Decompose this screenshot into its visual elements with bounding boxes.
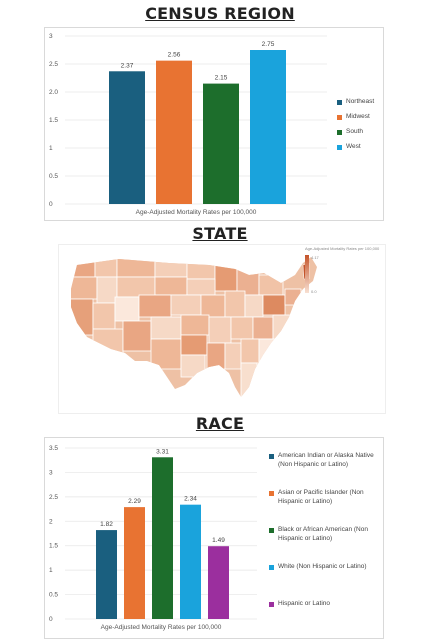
bar-value-label: 2.15 — [215, 75, 228, 82]
legend-label: West — [346, 143, 361, 150]
bar-value-label: 2.29 — [128, 498, 141, 505]
legend-item: Northeast — [337, 98, 381, 107]
bar-value-label: 2.34 — [184, 496, 197, 503]
bar-value-label: 2.75 — [262, 41, 275, 48]
legend-item: American Indian or Alaska Native (Non Hi… — [269, 452, 379, 469]
y-tick-label: 2 — [49, 518, 53, 525]
bar — [156, 60, 192, 204]
legend-item: South — [337, 128, 381, 137]
legend-swatch — [269, 453, 274, 459]
bar — [152, 457, 173, 619]
legend-label: Northeast — [346, 98, 375, 105]
y-tick-label: 3 — [49, 33, 53, 40]
map-legend-title: Age-Adjusted Mortality Rates per 100,000 — [305, 246, 380, 251]
race-bar-chart: 0 0.5 1 1.5 2 2.5 3 3.5 1.82 2.29 3.31 2.34 1.49 Age-… — [49, 445, 257, 631]
bar — [250, 50, 286, 204]
bar-value-label: 1.82 — [100, 521, 113, 528]
legend-item: Midwest — [337, 113, 381, 122]
map-legend-min: 0.0 — [311, 289, 317, 294]
y-tick-label: 0 — [49, 616, 53, 623]
legend-label: Black or African American (Non Hispanic … — [278, 526, 368, 542]
y-tick-label: 1 — [49, 567, 53, 574]
map-legend-max: 4.17 — [311, 255, 320, 260]
bar — [180, 504, 201, 619]
legend-swatch — [337, 129, 342, 135]
legend-label: South — [346, 128, 363, 135]
us-state-choropleth-map: Age-Adjusted Mortality Rates per 100,000… — [71, 246, 380, 397]
y-tick-label: 0.5 — [49, 173, 58, 180]
x-axis-label: Age-Adjusted Mortality Rates per 100,000 — [101, 624, 222, 631]
bar — [109, 71, 145, 204]
bar — [96, 530, 117, 619]
census-region-bar-chart: 0 0.5 1 1.5 2.0 2.5 3 2.37 2.56 2.15 2.75 Age-Adjus… — [49, 33, 327, 216]
y-tick-label: 3 — [49, 469, 53, 476]
y-tick-label: 2.0 — [49, 89, 58, 96]
legend-swatch — [269, 527, 274, 533]
legend-label: Asian or Pacific Islander (Non Hispanic … — [278, 489, 364, 505]
map-legend-gradient — [305, 255, 309, 293]
legend-label: Hispanic or Latino — [278, 600, 331, 607]
legend-swatch — [269, 564, 274, 570]
legend-swatch — [337, 144, 342, 150]
legend-label: Midwest — [346, 113, 370, 120]
state-title: STATE — [192, 224, 248, 243]
y-tick-label: 0.5 — [49, 592, 58, 599]
bar — [124, 507, 145, 619]
legend-swatch — [337, 99, 342, 105]
census-region-chart-panel: 0 0.5 1 1.5 2.0 2.5 3 2.37 2.56 2.15 2.75 Age-Adjus… — [44, 27, 384, 221]
bar — [208, 546, 229, 619]
census-region-title: CENSUS REGION — [145, 4, 295, 23]
bar-value-label: 3.31 — [156, 448, 169, 455]
legend-swatch — [269, 490, 274, 496]
legend-label: American Indian or Alaska Native (Non Hi… — [278, 452, 374, 468]
y-tick-label: 2.5 — [49, 494, 58, 501]
legend-item: Hispanic or Latino — [269, 600, 379, 609]
state-map-panel: Age-Adjusted Mortality Rates per 100,000… — [58, 244, 386, 414]
bar-value-label: 1.49 — [212, 537, 225, 544]
race-chart-panel: 0 0.5 1 1.5 2 2.5 3 3.5 1.82 2.29 3.31 2.34 1.49 Age-… — [44, 437, 384, 639]
legend-item: Black or African American (Non Hispanic … — [269, 526, 379, 543]
y-tick-label: 2.5 — [49, 61, 58, 68]
y-tick-label: 3.5 — [49, 445, 58, 452]
race-title: RACE — [195, 414, 245, 433]
legend-item: West — [337, 143, 381, 152]
bar-value-label: 2.37 — [121, 62, 134, 69]
legend-item: White (Non Hispanic or Latino) — [269, 563, 379, 572]
y-tick-label: 0 — [49, 201, 53, 208]
bar-value-label: 2.56 — [168, 52, 181, 59]
y-tick-label: 1 — [49, 145, 53, 152]
legend-swatch — [269, 601, 274, 607]
y-tick-label: 1.5 — [49, 543, 58, 550]
legend-swatch — [337, 114, 342, 120]
legend-item: Asian or Pacific Islander (Non Hispanic … — [269, 489, 379, 506]
y-tick-label: 1.5 — [49, 117, 58, 124]
bar — [203, 83, 239, 204]
legend-label: White (Non Hispanic or Latino) — [278, 563, 367, 570]
x-axis-label: Age-Adjusted Mortality Rates per 100,000 — [136, 209, 257, 216]
